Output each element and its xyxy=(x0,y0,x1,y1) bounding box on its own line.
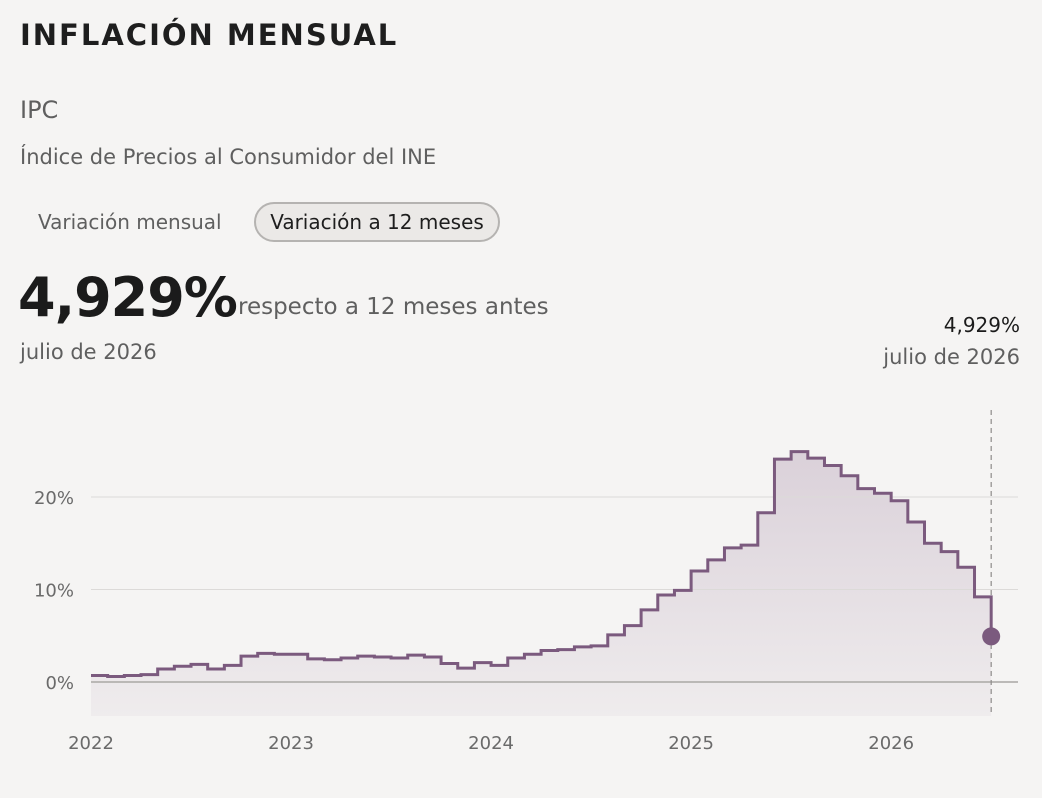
indicator-description: Índice de Precios al Consumidor del INE xyxy=(20,145,437,169)
x-tick-label: 2026 xyxy=(868,733,914,754)
tab-monthly-variation[interactable]: Variación mensual xyxy=(38,210,222,234)
current-value: 4,929% xyxy=(18,266,238,329)
x-tick-label: 2024 xyxy=(468,733,514,754)
highlight-date: julio de 2026 xyxy=(883,345,1020,369)
highlight-value: 4,929% xyxy=(943,313,1020,337)
y-tick-label: 10% xyxy=(34,581,74,602)
indicator-name: IPC xyxy=(20,96,59,124)
y-tick-label: 0% xyxy=(45,673,74,694)
current-value-date: julio de 2026 xyxy=(20,340,157,364)
x-tick-label: 2023 xyxy=(268,733,314,754)
tab-12-month-variation[interactable]: Variación a 12 meses xyxy=(254,202,500,242)
latest-data-point xyxy=(982,627,1001,646)
x-tick-label: 2022 xyxy=(68,733,114,754)
section-title: INFLACIÓN MENSUAL xyxy=(20,18,399,52)
y-tick-label: 20% xyxy=(34,488,74,509)
series-line xyxy=(91,450,993,678)
area-fill xyxy=(91,451,992,716)
current-value-description: respecto a 12 meses antes xyxy=(238,294,549,320)
x-tick-label: 2025 xyxy=(668,733,714,754)
